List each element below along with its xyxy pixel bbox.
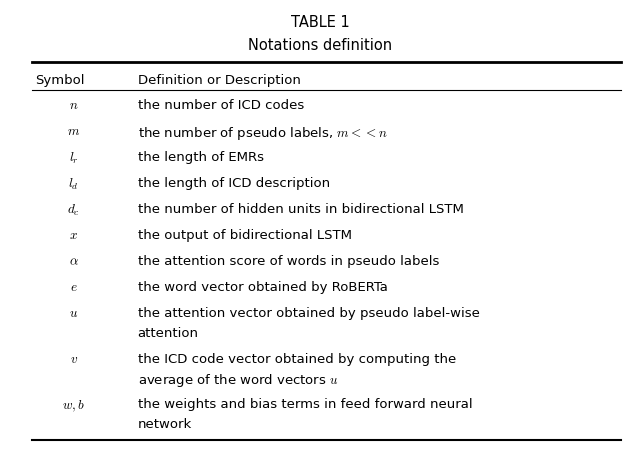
Text: the number of ICD codes: the number of ICD codes [138,99,304,112]
Text: the length of EMRs: the length of EMRs [138,151,264,164]
Text: $x$: $x$ [69,229,78,242]
Text: the number of pseudo labels, $m << n$: the number of pseudo labels, $m << n$ [138,125,387,142]
Text: the attention vector obtained by pseudo label-wise: the attention vector obtained by pseudo … [138,307,479,320]
Text: the number of hidden units in bidirectional LSTM: the number of hidden units in bidirectio… [138,203,463,216]
Text: $m$: $m$ [67,125,80,138]
Text: $l_r$: $l_r$ [68,151,79,166]
Text: $d_c$: $d_c$ [67,203,80,218]
Text: the ICD code vector obtained by computing the: the ICD code vector obtained by computin… [138,353,456,366]
Text: $e$: $e$ [70,281,77,294]
Text: $\alpha$: $\alpha$ [68,255,79,268]
Text: Notations definition: Notations definition [248,38,392,53]
Text: attention: attention [138,327,198,340]
Text: network: network [138,418,192,431]
Text: the weights and bias terms in feed forward neural: the weights and bias terms in feed forwa… [138,398,472,412]
Text: the length of ICD description: the length of ICD description [138,177,330,190]
Text: $v$: $v$ [70,353,77,366]
Text: $w, b$: $w, b$ [62,398,85,413]
Text: $l_d$: $l_d$ [68,177,79,192]
Text: $n$: $n$ [69,99,78,112]
Text: average of the word vectors $u$: average of the word vectors $u$ [138,372,339,389]
Text: $u$: $u$ [69,307,78,320]
Text: Symbol: Symbol [35,74,84,87]
Text: the word vector obtained by RoBERTa: the word vector obtained by RoBERTa [138,281,387,294]
Text: Definition or Description: Definition or Description [138,74,300,87]
Text: the attention score of words in pseudo labels: the attention score of words in pseudo l… [138,255,439,268]
Text: the output of bidirectional LSTM: the output of bidirectional LSTM [138,229,351,242]
Text: TABLE 1: TABLE 1 [291,15,349,30]
